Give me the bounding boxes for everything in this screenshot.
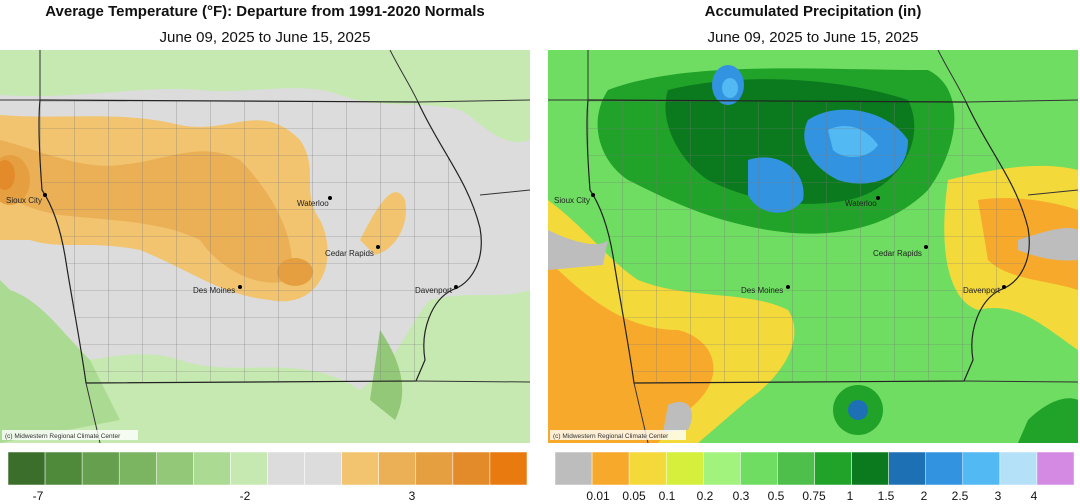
legend-label: 1 [847, 489, 854, 503]
legend-label: 1.5 [878, 489, 895, 503]
city-label: Sioux City [6, 196, 42, 205]
panel-subtitle: June 09, 2025 to June 15, 2025 [159, 29, 370, 46]
legend-swatch [851, 451, 889, 486]
legend-swatch [591, 451, 630, 486]
city-label: Cedar Rapids [325, 249, 374, 258]
legend-swatch [665, 451, 704, 486]
city-dot [924, 245, 928, 249]
city-label: Davenport [963, 286, 1001, 295]
legend-label: 3 [995, 489, 1002, 503]
legend-swatch [777, 451, 815, 486]
precipitation-map [548, 50, 1078, 443]
legend-swatch [118, 451, 157, 486]
legend-label: 0.2 [697, 489, 714, 503]
city-dot [876, 196, 880, 200]
legend-label: 3 [409, 489, 416, 503]
city-label: Des Moines [741, 286, 783, 295]
legend-label: -2 [240, 489, 251, 503]
legend-label: 0.75 [802, 489, 826, 503]
panel-title: Average Temperature (°F): Departure from… [45, 3, 485, 20]
legend-swatch [193, 451, 231, 486]
panel-subtitle: June 09, 2025 to June 15, 2025 [707, 29, 918, 46]
legend-swatch [489, 451, 528, 486]
city-dot [591, 193, 595, 197]
legend-swatch [925, 451, 964, 486]
legend-label: 0.3 [733, 489, 750, 503]
legend-swatch [415, 451, 454, 486]
city-dot [1002, 285, 1006, 289]
city-dot [454, 285, 458, 289]
city-dot [786, 285, 790, 289]
city-label: Sioux City [554, 196, 590, 205]
legend-swatch [7, 451, 46, 486]
legend-label: 0.1 [659, 489, 676, 503]
legend-swatch [304, 451, 342, 486]
legend-swatch [230, 451, 268, 486]
legend-swatch [81, 451, 120, 486]
legend-swatch [44, 451, 83, 486]
legend-swatch [1036, 451, 1075, 486]
legend-swatch [814, 451, 852, 486]
city-dot [43, 193, 47, 197]
legend-swatch [628, 451, 667, 486]
legend-label: 4 [1031, 489, 1038, 503]
legend-label: -7 [33, 489, 44, 503]
city-label: Cedar Rapids [873, 249, 922, 258]
legend-swatch [452, 451, 491, 486]
legend-swatch [888, 451, 926, 486]
legend-label: 2 [921, 489, 928, 503]
credit: (c) Midwestern Regional Climate Center [5, 433, 121, 440]
legend-swatch [999, 451, 1038, 486]
legend-label: 2.5 [952, 489, 969, 503]
legend-swatch [962, 451, 1001, 486]
legend-label: 0.5 [768, 489, 785, 503]
city-dot [328, 196, 332, 200]
city-label: Waterloo [845, 199, 877, 208]
city-dot [376, 245, 380, 249]
temperature-map [0, 50, 530, 443]
credit: (c) Midwestern Regional Climate Center [553, 433, 669, 440]
legend-swatch [703, 451, 741, 486]
city-label: Davenport [415, 286, 453, 295]
legend-swatch [554, 451, 593, 486]
legend-swatch [156, 451, 194, 486]
city-label: Waterloo [297, 199, 329, 208]
legend-swatch [378, 451, 417, 486]
legend-label: 0.01 [586, 489, 610, 503]
legend-swatch [740, 451, 778, 486]
panel-title: Accumulated Precipitation (in) [705, 3, 922, 20]
legend-swatch [341, 451, 379, 486]
city-label: Des Moines [193, 286, 235, 295]
legend-label: 0.05 [622, 489, 646, 503]
city-dot [238, 285, 242, 289]
legend-swatch [267, 451, 305, 486]
